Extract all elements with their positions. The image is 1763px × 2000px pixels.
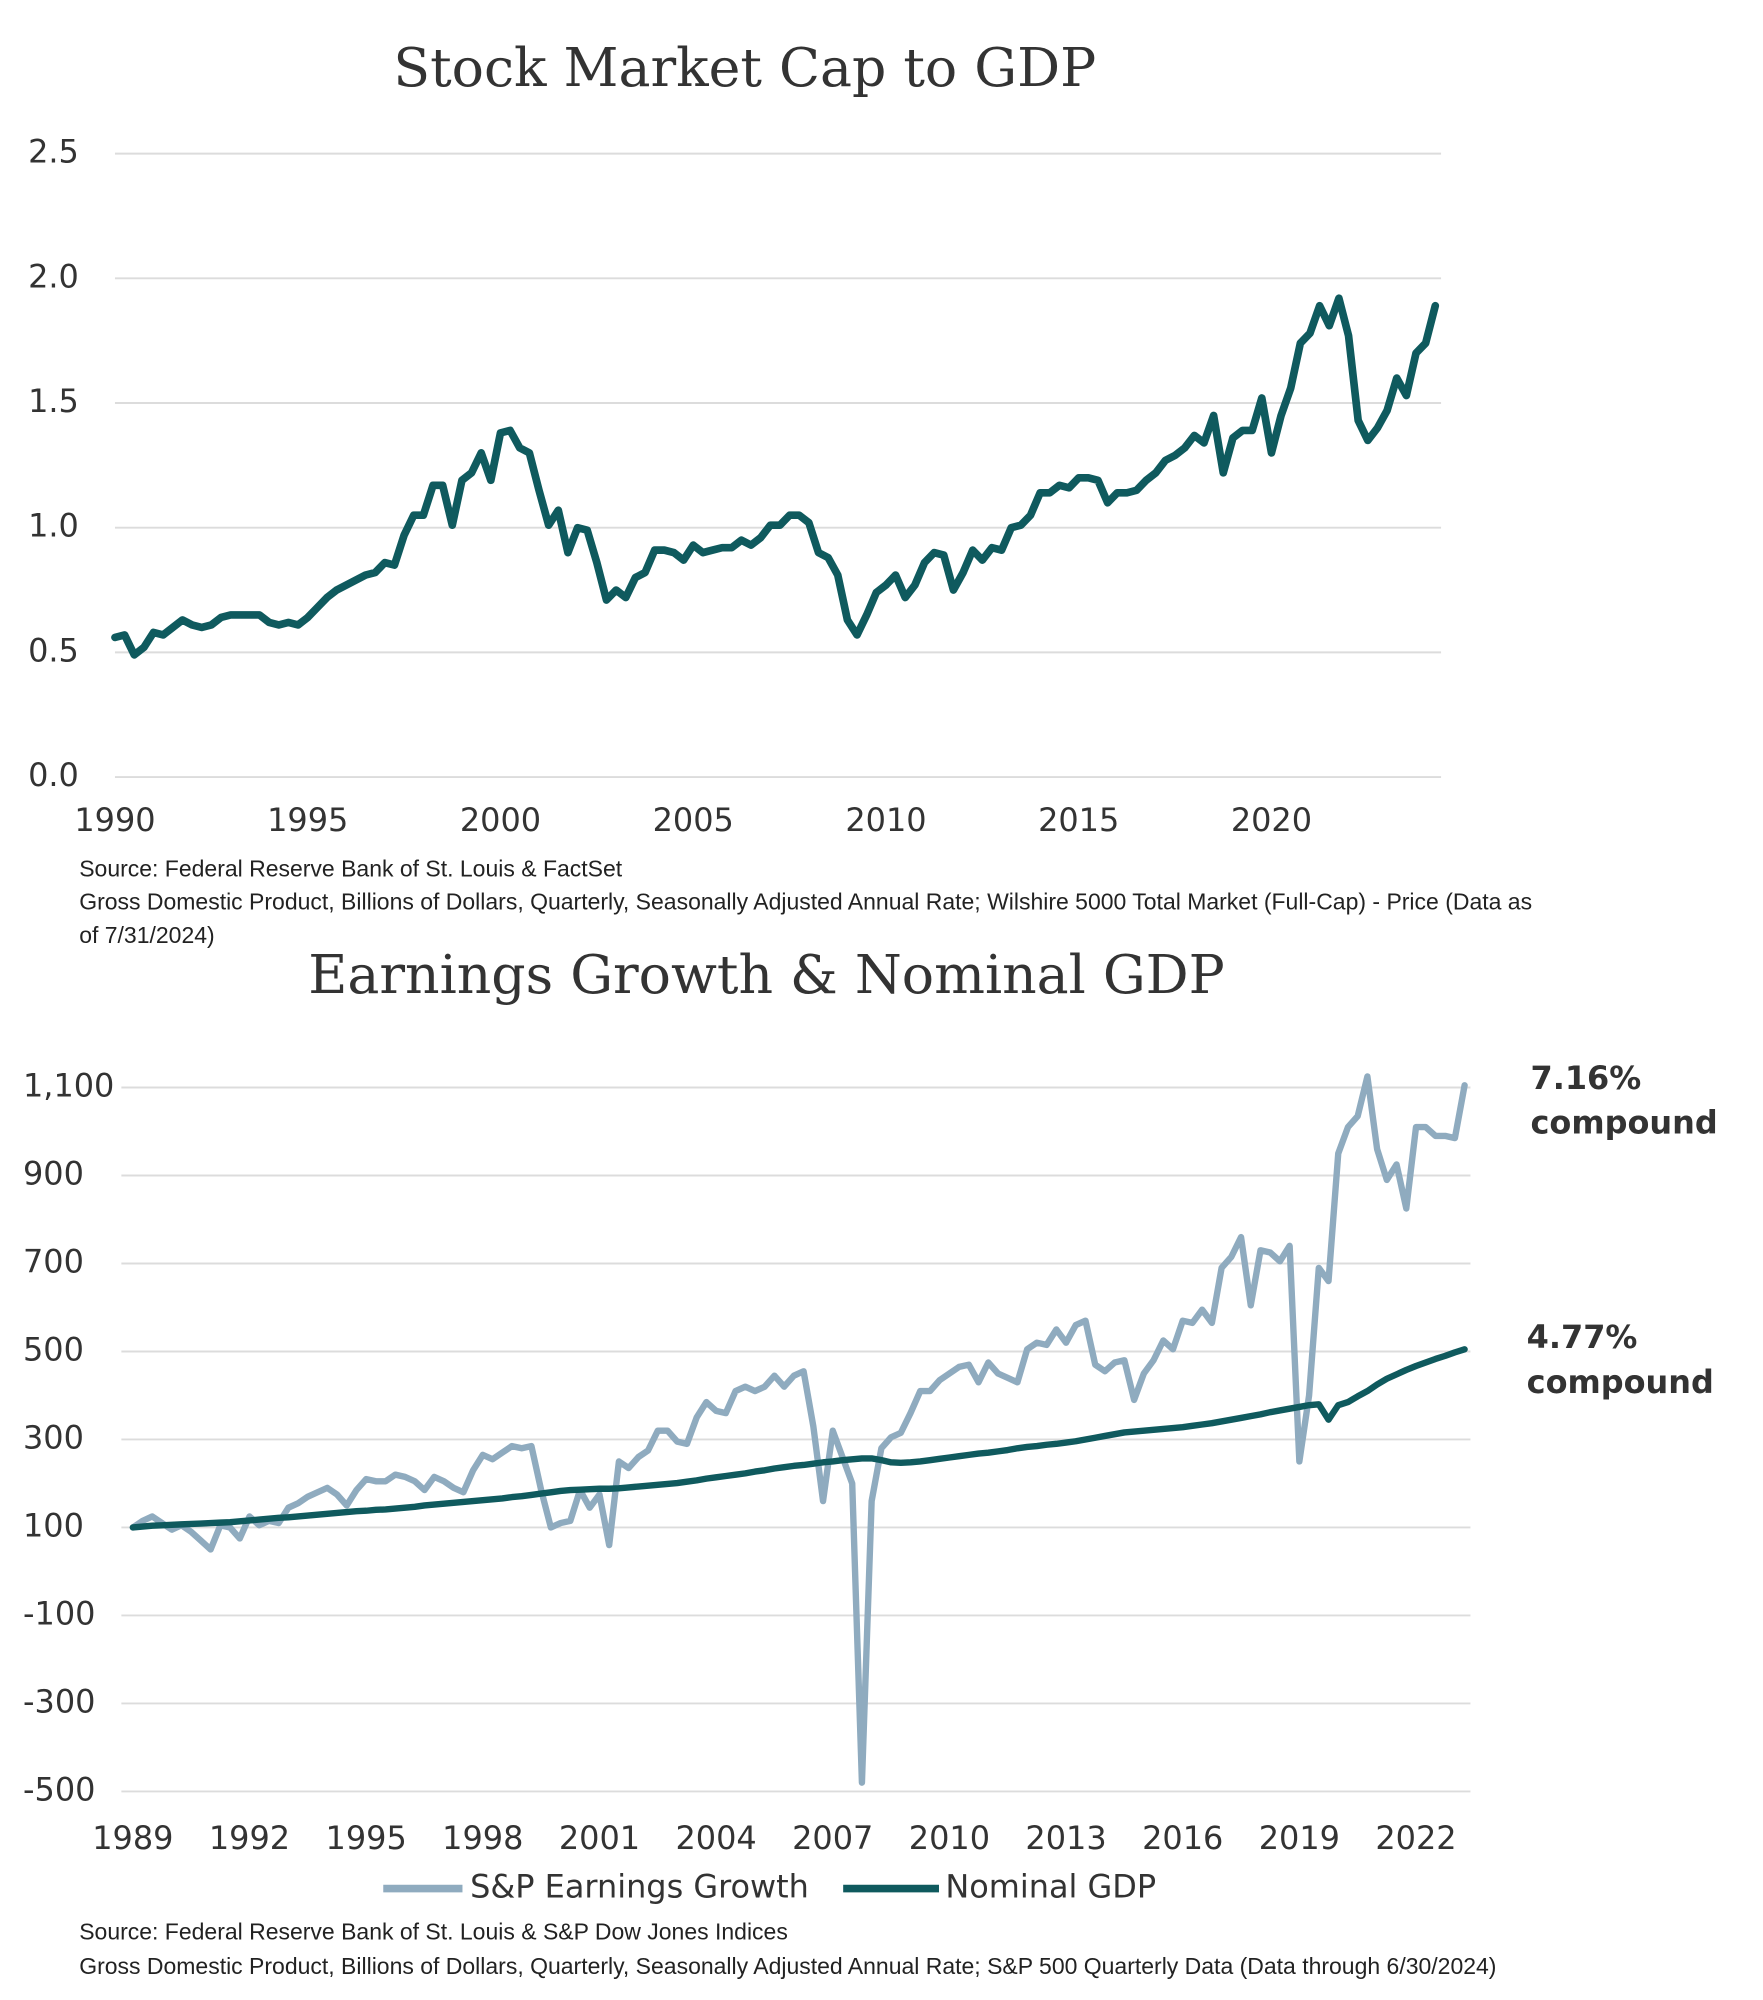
y-tick-label: 500 [23,1330,84,1368]
x-tick-label: 1989 [92,1819,173,1857]
x-tick-label: 2007 [792,1819,873,1857]
source-note: Source: Federal Reserve Bank of St. Loui… [79,855,623,881]
chart-title: Stock Market Cap to GDP [393,36,1096,99]
y-tick-label: 300 [23,1418,84,1456]
x-tick-label: 2010 [909,1819,990,1857]
x-tick-label: 1995 [326,1819,407,1857]
x-tick-label: 2019 [1259,1819,1340,1857]
source-note: of 7/31/2024) [79,922,214,948]
annotation: compound [1530,1104,1717,1142]
data-line [129,1073,1468,1786]
annotation: 7.16% [1530,1059,1641,1097]
x-tick-label: 2001 [559,1819,640,1857]
x-tick-label: 2022 [1375,1819,1456,1857]
y-tick-label: -300 [23,1682,95,1720]
y-tick-label: 2.0 [28,257,79,295]
x-tick-label: 2010 [845,801,926,839]
y-tick-label: 1,100 [23,1067,114,1105]
source-note: Gross Domestic Product, Billions of Doll… [79,889,1532,915]
y-tick-label: 0.5 [28,631,79,669]
x-tick-label: 2013 [1025,1819,1106,1857]
x-tick-label: 2000 [460,801,541,839]
x-tick-label: 2016 [1142,1819,1223,1857]
source-note: Gross Domestic Product, Billions of Doll… [79,1953,1496,1979]
x-tick-label: 2020 [1231,801,1312,839]
legend-label: Nominal GDP [945,1868,1156,1906]
x-tick-label: 2004 [675,1819,756,1857]
source-note: Source: Federal Reserve Bank of St. Loui… [79,1918,788,1944]
data-line [129,1346,1468,1531]
x-tick-label: 2005 [653,801,734,839]
y-tick-label: 1.0 [28,507,79,545]
x-tick-label: 1990 [74,801,155,839]
y-tick-label: 700 [23,1242,84,1280]
y-tick-label: 2.5 [28,133,79,171]
chart-title: Earnings Growth & Nominal GDP [308,943,1225,1006]
annotation: 4.77% [1527,1318,1638,1356]
y-tick-label: -100 [23,1594,95,1632]
y-tick-label: 0.0 [28,756,79,794]
x-tick-label: 1995 [267,801,348,839]
y-tick-label: -500 [23,1770,95,1808]
y-tick-label: 1.5 [28,382,79,420]
annotation: compound [1527,1363,1714,1401]
y-tick-label: 900 [23,1155,84,1193]
data-line [111,294,1440,659]
x-tick-label: 2015 [1038,801,1119,839]
legend-label: S&P Earnings Growth [470,1868,809,1906]
x-tick-label: 1992 [209,1819,290,1857]
y-tick-label: 100 [23,1506,84,1544]
x-tick-label: 1998 [442,1819,523,1857]
